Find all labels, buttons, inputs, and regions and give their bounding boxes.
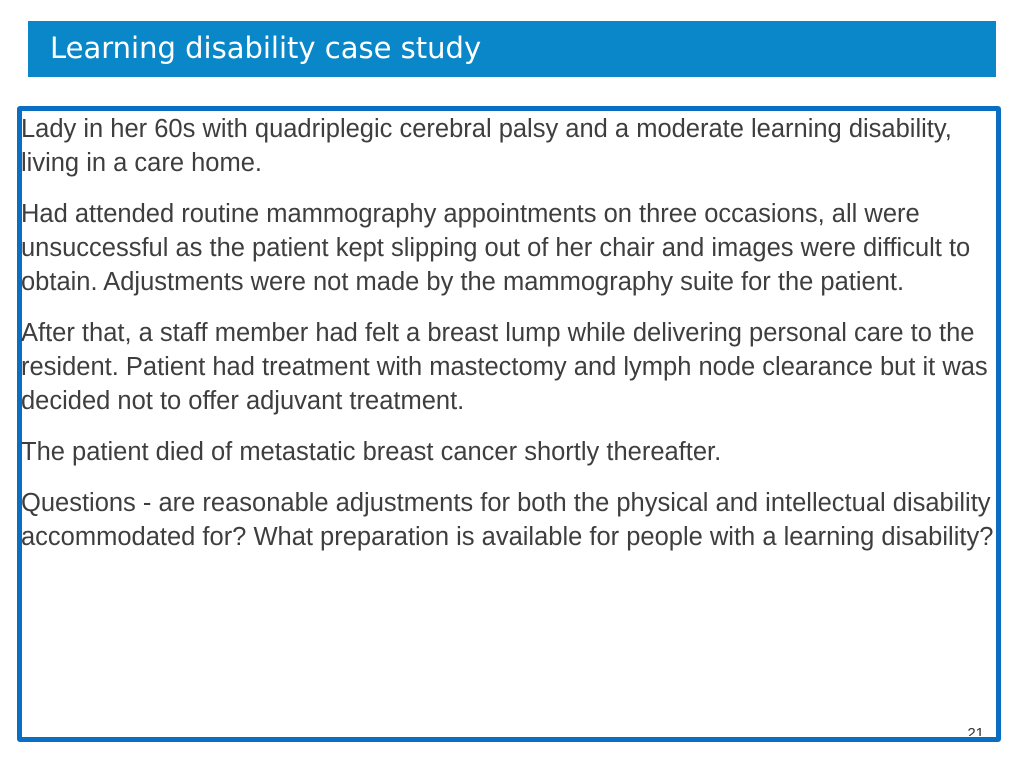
page-number: 21 (967, 725, 984, 736)
slide-title: Learning disability case study (50, 31, 482, 65)
content-box (17, 106, 1001, 742)
paragraph-questions: Questions - are reasonable adjustments f… (21, 489, 994, 551)
body-text: Lady in her 60s with quadriplegic cerebr… (21, 112, 996, 571)
paragraph-patient-description: Lady in her 60s with quadriplegic cerebr… (21, 115, 952, 177)
paragraph-breast-lump: After that, a staff member had felt a br… (21, 319, 988, 415)
title-bar: Learning disability case study (28, 21, 996, 77)
paragraph-mammography-attempts: Had attended routine mammography appoint… (21, 200, 971, 296)
paragraph-outcome: The patient died of metastatic breast ca… (21, 438, 722, 466)
